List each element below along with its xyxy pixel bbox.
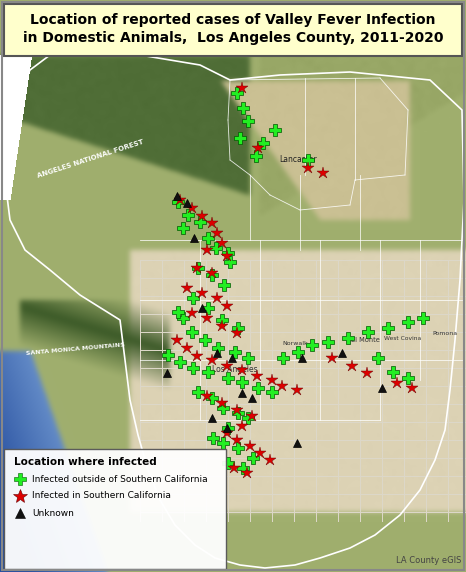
Text: SANTA MONICA MOUNTAINS: SANTA MONICA MOUNTAINS — [25, 343, 125, 356]
Text: Norwalk: Norwalk — [282, 341, 308, 346]
Text: ANGELES NATIONAL FOREST: ANGELES NATIONAL FOREST — [36, 139, 144, 179]
Text: El Monte: El Monte — [350, 337, 379, 343]
Text: Pomona: Pomona — [432, 331, 458, 336]
Text: Infected in Southern California: Infected in Southern California — [32, 491, 171, 500]
Text: LA County eGIS: LA County eGIS — [396, 556, 461, 565]
FancyBboxPatch shape — [4, 449, 226, 569]
Text: West Covina: West Covina — [384, 336, 422, 341]
Text: in Domestic Animals,  Los Angeles County, 2011-2020: in Domestic Animals, Los Angeles County,… — [23, 31, 443, 45]
Text: Lancaster: Lancaster — [279, 155, 317, 164]
Text: Location where infected: Location where infected — [14, 457, 157, 467]
Text: Unknown: Unknown — [32, 509, 74, 518]
FancyBboxPatch shape — [4, 4, 462, 56]
Text: Infected outside of Southern California: Infected outside of Southern California — [32, 475, 208, 483]
Text: Los Angeles: Los Angeles — [212, 365, 258, 374]
Text: Location of reported cases of Valley Fever Infection: Location of reported cases of Valley Fev… — [30, 13, 436, 27]
